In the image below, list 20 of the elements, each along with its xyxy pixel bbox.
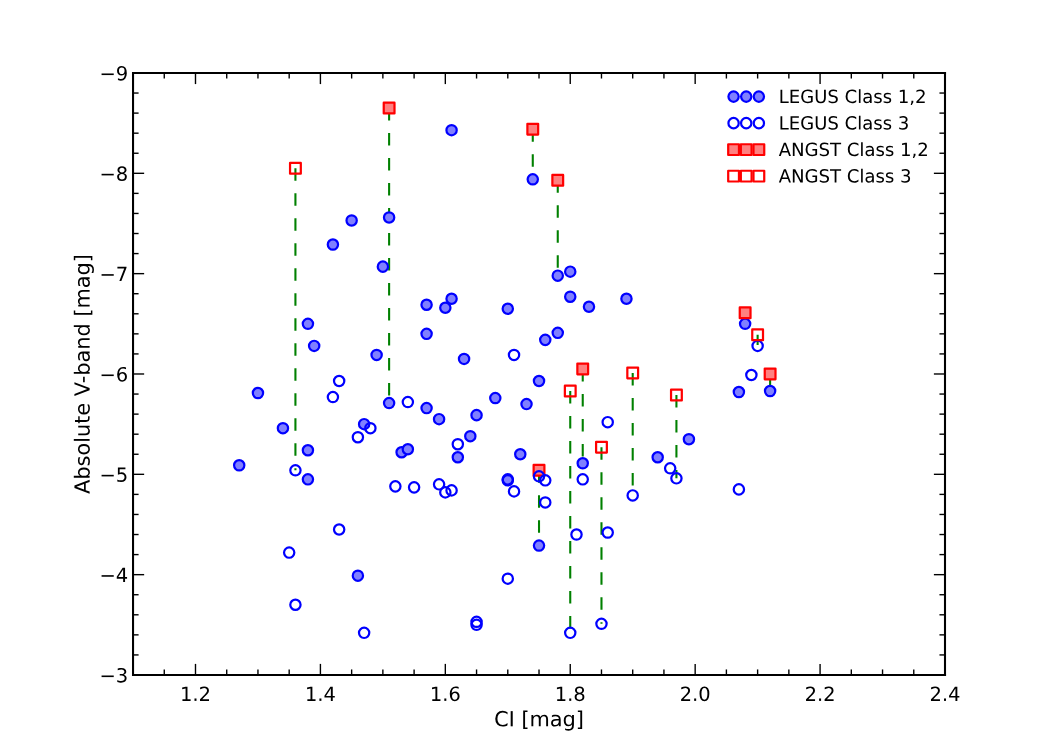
legend-label: ANGST Class 1,2 <box>778 142 927 159</box>
y-tick-label: −5 <box>101 467 127 482</box>
y-axis-title: Absolute V-band [mag] <box>73 255 94 494</box>
y-tick-label: −9 <box>101 65 127 81</box>
legend-label: LEGUS Class 1,2 <box>780 89 925 106</box>
x-tick-label: 1.8 <box>556 686 585 702</box>
y-tick-label: −7 <box>101 266 127 282</box>
y-tick-label: −4 <box>101 567 128 583</box>
x-tick-label: 1.6 <box>432 686 460 702</box>
x-tick-label: 2.4 <box>930 686 960 701</box>
y-tick-label: −8 <box>101 166 127 181</box>
x-tick-label: 2.2 <box>806 686 834 701</box>
x-axis-title: CI [mag] <box>495 710 583 731</box>
x-tick-label: 1.2 <box>182 686 210 701</box>
x-tick-label: 1.4 <box>307 686 335 701</box>
legend-label: ANGST Class 3 <box>778 168 911 183</box>
x-tick-label: 2.0 <box>681 686 710 702</box>
legend-label: LEGUS Class 3 <box>780 115 908 130</box>
y-tick-label: −3 <box>101 667 127 683</box>
y-tick-label: −6 <box>101 366 127 382</box>
